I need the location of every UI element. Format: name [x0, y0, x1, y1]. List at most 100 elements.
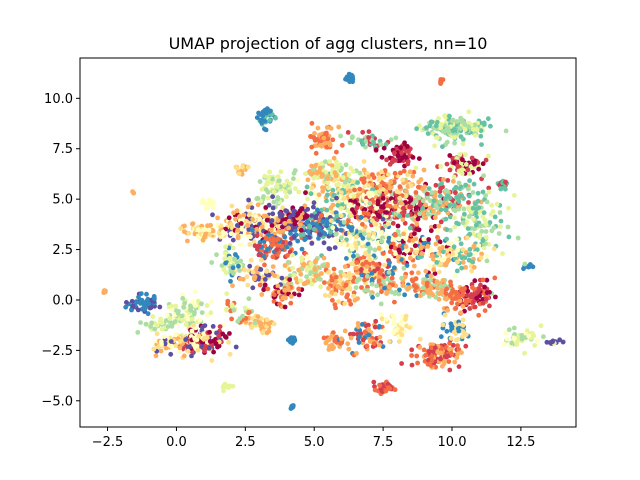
scatter-point [367, 256, 372, 262]
scatter-point [465, 167, 471, 173]
scatter-point [451, 244, 457, 250]
scatter-point [239, 226, 245, 232]
scatter-point [359, 285, 364, 290]
scatter-point [123, 304, 129, 310]
scatter-point [408, 255, 413, 261]
scatter-point [394, 327, 399, 333]
scatter-point [466, 186, 471, 192]
scatter-point [485, 116, 491, 122]
scatter-point [272, 292, 277, 298]
scatter-point [353, 234, 359, 240]
scatter-point [275, 236, 281, 242]
scatter-point [326, 285, 331, 291]
scatter-point [228, 231, 234, 237]
scatter-point [413, 198, 419, 204]
scatter-point [204, 312, 210, 318]
scatter-point [275, 197, 281, 202]
scatter-point [363, 259, 369, 265]
scatter-point [362, 231, 367, 237]
scatter-point [173, 332, 179, 338]
scatter-point [446, 254, 452, 259]
scatter-point [346, 224, 352, 230]
scatter-point [401, 265, 407, 271]
scatter-point [369, 277, 375, 282]
scatter-point [295, 211, 301, 217]
scatter-point [384, 210, 390, 215]
scatter-point [243, 218, 249, 224]
scatter-point [154, 322, 160, 328]
scatter-point [326, 246, 332, 251]
scatter-point [256, 243, 262, 248]
scatter-point [357, 186, 363, 192]
scatter-points [101, 71, 567, 411]
scatter-point [438, 261, 444, 267]
scatter-point [240, 164, 246, 170]
scatter-point [312, 131, 317, 136]
scatter-point [410, 155, 416, 160]
scatter-point [395, 255, 401, 260]
scatter-point [482, 308, 488, 313]
scatter-point [354, 278, 360, 284]
scatter-point [379, 289, 384, 295]
scatter-point [379, 316, 385, 322]
scatter-point [442, 354, 448, 359]
scatter-point [473, 210, 479, 216]
scatter-point [195, 298, 201, 304]
scatter-point [432, 271, 438, 276]
scatter-point [252, 274, 258, 280]
scatter-point [332, 245, 338, 251]
scatter-point [296, 292, 302, 298]
scatter-point [226, 339, 232, 345]
scatter-point [333, 173, 339, 179]
scatter-point [247, 211, 253, 217]
scatter-point [388, 244, 394, 250]
scatter-point [447, 367, 453, 373]
scatter-point [338, 206, 344, 211]
scatter-point [466, 257, 472, 263]
scatter-point [437, 246, 443, 252]
scatter-point [460, 322, 466, 328]
scatter-point [289, 403, 295, 409]
scatter-point [483, 235, 489, 240]
scatter-point [452, 215, 457, 221]
scatter-point [484, 253, 489, 259]
scatter-point [463, 332, 469, 337]
scatter-point [249, 205, 255, 211]
scatter-point [519, 333, 525, 338]
scatter-point [400, 177, 406, 183]
scatter-point [207, 329, 213, 335]
scatter-point [343, 200, 349, 205]
scatter-point [387, 185, 393, 191]
scatter-point [257, 179, 263, 185]
scatter-point [379, 238, 385, 244]
scatter-point [463, 162, 469, 167]
scatter-point [403, 236, 409, 242]
scatter-point [432, 193, 438, 199]
scatter-point [348, 301, 354, 307]
scatter-point [526, 333, 532, 339]
scatter-point [416, 184, 421, 190]
scatter-point [449, 300, 455, 306]
scatter-point [432, 215, 438, 220]
scatter-point [421, 280, 426, 286]
scatter-point [169, 344, 175, 349]
scatter-point [189, 328, 195, 334]
scatter-point [372, 247, 378, 253]
scatter-point [417, 123, 422, 129]
scatter-point [448, 283, 454, 288]
scatter-point [223, 335, 229, 340]
scatter-point [190, 221, 196, 227]
scatter-point [479, 142, 484, 148]
scatter-point [278, 169, 284, 175]
scatter-point [358, 215, 364, 220]
scatter-point [441, 177, 446, 182]
scatter-point [428, 228, 434, 234]
scatter-point [247, 263, 253, 269]
scatter-point [361, 167, 367, 173]
scatter-point [285, 285, 291, 291]
scatter-point [355, 324, 361, 330]
scatter-point [403, 188, 409, 194]
scatter-point [469, 292, 474, 297]
scatter-point [379, 268, 385, 273]
scatter-point [314, 222, 320, 227]
